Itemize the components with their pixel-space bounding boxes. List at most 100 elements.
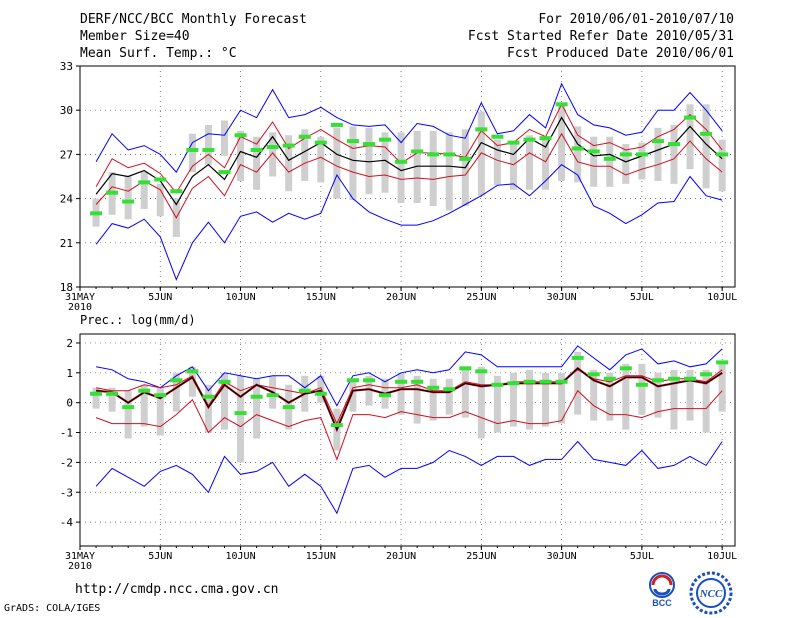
panel2-obs-marker [154, 393, 167, 398]
panel1-obs-marker [684, 115, 697, 120]
header-right: For 2010/06/01-2010/07/10 Fcst Started R… [468, 11, 734, 62]
panel2-ensemble-bar [461, 366, 469, 418]
panel2-ensemble-bar [590, 369, 598, 421]
panel1-pct90-line [95, 103, 723, 194]
panel2-ensemble-bar [365, 375, 373, 406]
panel2-obs-marker [651, 378, 664, 383]
panel1-ensemble-bar [333, 127, 341, 199]
panel1-ensemble-bar [558, 102, 566, 181]
panel1-obs-marker [587, 149, 600, 154]
panel1-obs-marker [138, 180, 151, 185]
panel1-ensemble-bar [509, 144, 517, 190]
panel1-ensemble-bar [204, 124, 212, 165]
panel1-obs-marker [218, 170, 231, 175]
panel2-ensemble-bar [702, 369, 710, 433]
panel1-obs-marker [411, 149, 424, 154]
panel1-obs-marker [186, 147, 199, 152]
panel1-xtick-label: 5JUN [148, 292, 172, 303]
panel1-min-line [95, 164, 723, 281]
panel1-obs-marker [571, 146, 584, 151]
footer-url[interactable]: http://cmdp.ncc.cma.gov.cn [75, 582, 279, 597]
panel1-obs-marker [539, 136, 552, 141]
panel1-ensemble-bar [285, 135, 293, 192]
panel2-ensemble-bar [445, 378, 453, 415]
panel2-obs-marker [635, 382, 648, 387]
panel2-ensemble-bar [237, 375, 245, 463]
panel2-obs-marker [555, 379, 568, 384]
panel1-mean-line [95, 116, 723, 206]
panel2-obs-marker [475, 369, 488, 374]
panel2-xtick-label: 10JUN [225, 551, 255, 562]
panel1-obs-marker [475, 127, 488, 132]
panel1-max-line [95, 82, 723, 173]
panel1-xtick-label: 30JUN [547, 292, 577, 303]
panel2-ensemble-bar [606, 372, 614, 421]
panel2-obs-marker [266, 393, 279, 398]
panel2-obs-marker [186, 369, 199, 374]
panel1-ensemble-bar [124, 176, 132, 220]
panel2-obs-marker [330, 423, 343, 428]
panel2-obs-marker [234, 411, 247, 416]
panel1-ensemble-bar [622, 144, 630, 184]
panel2-ensemble-bar [622, 363, 630, 430]
panel1-ytick-label: 30 [60, 104, 73, 117]
panel2-ensemble-bar [220, 372, 228, 430]
panel2-obs-marker [138, 388, 151, 393]
panel2-pct10-line [95, 389, 723, 461]
panel2-ensemble-bar [542, 372, 550, 427]
panel2-ensemble-bar [670, 369, 678, 430]
panel1-obs-marker [250, 147, 263, 152]
panel1-obs-marker [619, 152, 632, 157]
panel1-ensemble-bar [237, 130, 245, 181]
panel2-ensemble-bar [397, 372, 405, 415]
panel2-obs-marker [667, 376, 680, 381]
panel2-ytick-label: 1 [66, 367, 73, 380]
panel2-xtick-year: 2010 [68, 561, 92, 572]
panel1-ytick-label: 24 [60, 193, 74, 206]
panel1-ensemble-bar [220, 120, 228, 156]
panel2-obs-marker [250, 394, 263, 399]
panel2-ensemble-bar [108, 387, 116, 412]
panel2-obs-marker [539, 379, 552, 384]
panel2-xtick-label: 30JUN [547, 551, 577, 562]
panel1-ensemble-bar [526, 135, 534, 190]
panel2-title: Prec.: log(mm/d) [80, 313, 196, 327]
panel1-obs-marker [555, 102, 568, 107]
panel1-obs-marker [266, 145, 279, 150]
panel1-xtick-label: 10JUN [225, 292, 255, 303]
panel1-obs-marker [603, 156, 616, 161]
panel1-obs-marker [298, 134, 311, 139]
panel1-ensemble-bar [574, 126, 582, 183]
panel1-ensemble-bar [493, 139, 501, 186]
panel2-obs-marker [106, 391, 119, 396]
panel1-obs-marker [395, 159, 408, 164]
panel1-ytick-label: 21 [60, 237, 73, 250]
panel2-xtick-label: 25JUN [466, 551, 496, 562]
panel1-ensemble-bar [381, 132, 389, 193]
panel1-ensemble-bar [702, 104, 710, 189]
panel2-ensemble-bar [253, 378, 261, 439]
panel1-ensemble-bar [253, 136, 261, 190]
panel2-obs-marker [298, 388, 311, 393]
panel1-ensemble-bar [349, 126, 357, 201]
panel1-ytick-label: 27 [60, 148, 73, 161]
panel2-ensemble-bar [509, 372, 517, 427]
panel1-obs-marker [667, 142, 680, 147]
panel2-max-line [96, 345, 723, 407]
panel1-ensemble-bar [365, 127, 373, 195]
panel2-obs-marker [603, 376, 616, 381]
panel2-frame [79, 333, 736, 547]
panel1-obs-marker [700, 131, 713, 136]
panel1-ensemble-bar [445, 132, 453, 211]
panel2-ytick-label: -3 [60, 486, 73, 499]
ncc-logo: NCC [689, 571, 733, 615]
panel2-ensemble-bar [188, 366, 196, 397]
panel1-ensemble-bar [156, 183, 164, 217]
panel1-obs-marker [507, 140, 520, 145]
bcc-logo: BCC [649, 572, 675, 608]
ncc-logo-text: NCC [699, 588, 723, 600]
panel1-ensemble-bar [686, 104, 694, 170]
panel1-ensemble-bar [542, 136, 550, 190]
panel1-obs-marker [282, 143, 295, 148]
panel2-mean-line [96, 367, 723, 432]
